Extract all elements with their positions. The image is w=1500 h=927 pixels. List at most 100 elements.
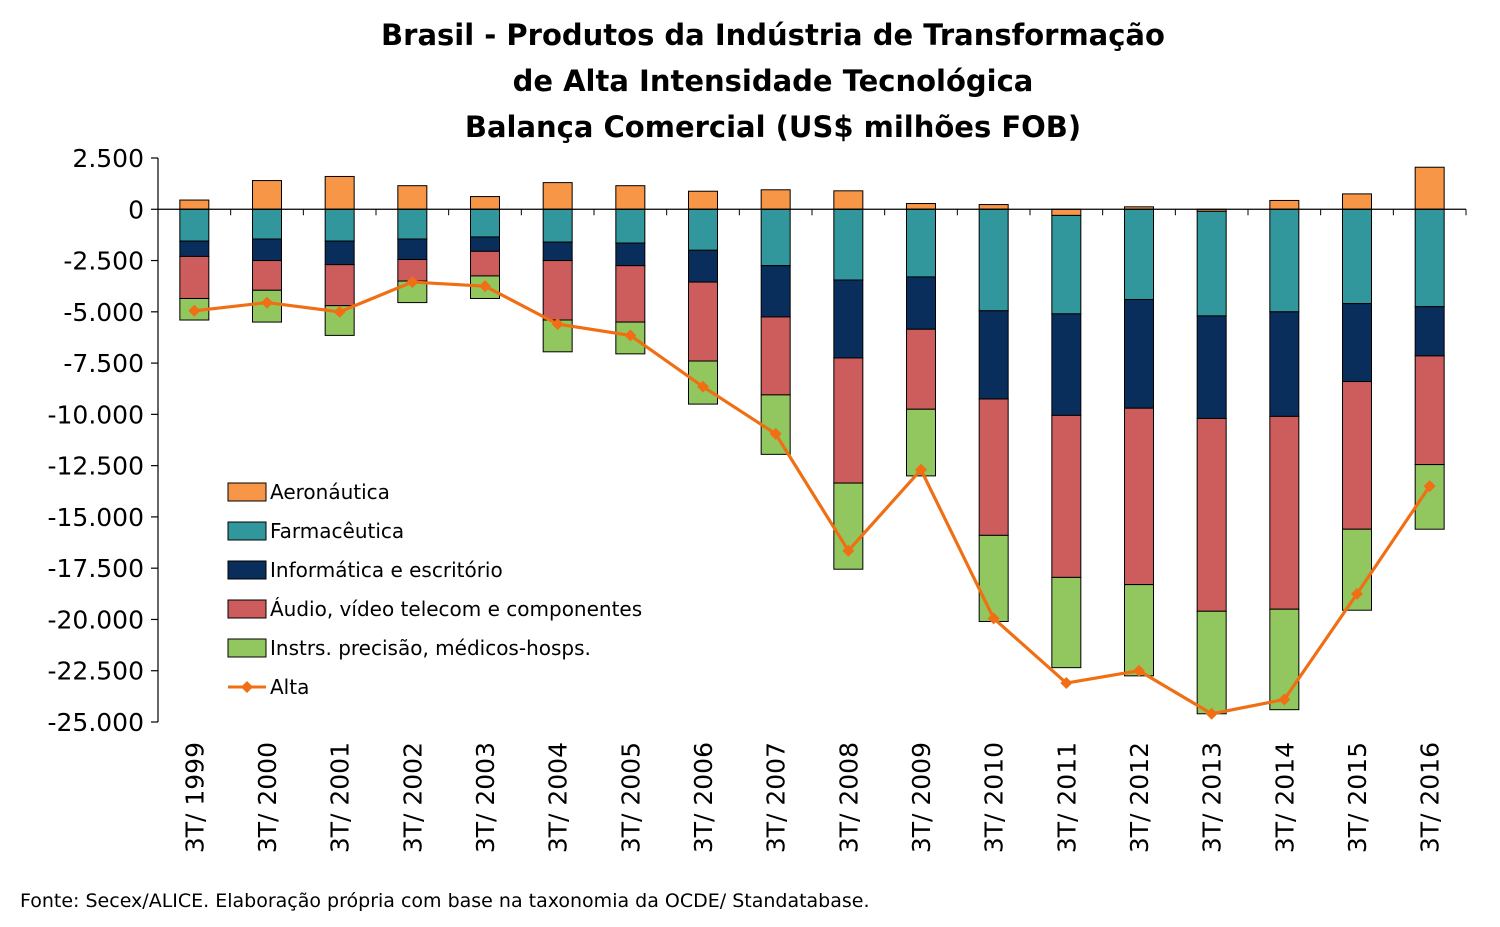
x-tick-label: 3T/ 2003 [471, 742, 500, 853]
bar-segment [688, 208, 718, 251]
line-point [624, 329, 637, 342]
bar-segment [1124, 299, 1154, 409]
bar-segment [470, 196, 500, 210]
bar-segment [615, 208, 646, 244]
bar-segment [1196, 210, 1227, 317]
bar-segment [688, 281, 718, 362]
bar-segment [179, 208, 210, 242]
bar-segment [1051, 576, 1082, 669]
line-point [479, 280, 491, 293]
bar-segment [470, 236, 500, 252]
bar-segment [397, 208, 428, 240]
bar-segment [1051, 414, 1082, 578]
legend-label: Áudio, vídeo telecom e componentes [270, 597, 642, 621]
bar-segment [760, 394, 791, 455]
bar-segment [906, 408, 936, 477]
line-point [1133, 664, 1145, 677]
bar-segment [1269, 199, 1300, 210]
bar-segment [1414, 464, 1445, 530]
bar-segment [1051, 313, 1082, 416]
x-tick-label: 3T/ 2015 [1343, 742, 1372, 853]
bar-segment [470, 250, 500, 277]
line-point [697, 380, 709, 393]
x-tick-label: 3T/ 2000 [253, 742, 282, 853]
bar-segment [542, 241, 573, 262]
bar-segment [978, 310, 1009, 400]
legend-swatch [227, 521, 267, 541]
y-tick-label: -15.000 [48, 503, 145, 532]
x-tick-label: 3T/ 2008 [834, 742, 863, 853]
bar-segment [324, 264, 355, 307]
y-tick-label: -22.500 [48, 657, 145, 686]
bar-segment [1269, 415, 1300, 610]
legend-swatch [227, 599, 267, 619]
legend-swatch [227, 560, 267, 580]
bar-segment [397, 238, 428, 261]
bar-segment [1342, 381, 1372, 530]
legend-swatch [227, 638, 267, 658]
bar-segment [252, 238, 282, 262]
bar-segment [470, 208, 500, 238]
x-tick-label: 3T/ 2013 [1198, 742, 1227, 853]
bar-segment [1342, 193, 1372, 210]
y-tick-label: -7.500 [63, 349, 144, 378]
bar-segment [978, 398, 1009, 536]
line-point [551, 318, 564, 331]
bar-segment [1414, 166, 1445, 210]
bar-segment [978, 534, 1009, 623]
bar-segment [542, 208, 573, 243]
legend-label: Aeronáutica [270, 480, 390, 504]
bar-segment [906, 203, 936, 210]
bar-segment [1124, 208, 1154, 301]
bar-segment [615, 265, 646, 323]
line-point [1278, 693, 1291, 706]
bar-segment [1051, 214, 1082, 315]
bar-segment [252, 180, 282, 210]
bar-segment [1124, 407, 1154, 586]
bar-segment [324, 240, 355, 266]
bar-segment [833, 208, 864, 281]
legend-label: Farmacêutica [270, 519, 404, 543]
bar-segment [1269, 208, 1300, 313]
bar-segment [615, 185, 646, 210]
legend-label: Informática e escritório [270, 558, 503, 582]
x-tick-label: 3T/ 2009 [907, 742, 936, 853]
chart-title-line-3: Balança Comercial (US$ milhões FOB) [464, 110, 1082, 144]
bar-segment [1414, 355, 1445, 466]
y-tick-label: -10.000 [48, 400, 145, 429]
x-tick-label: 3T/ 1999 [180, 742, 209, 853]
y-tick-label: -20.000 [48, 605, 145, 634]
bar-segment [978, 208, 1009, 312]
line-point [769, 427, 782, 440]
legend-marker [241, 681, 253, 693]
line-point [1423, 480, 1436, 493]
x-tick-label: 3T/ 2014 [1270, 742, 1299, 853]
chart-title: Brasil - Produtos da Indústria de Transf… [0, 12, 1500, 150]
x-tick-label: 3T/ 2002 [398, 742, 427, 853]
bar-segment [906, 208, 936, 278]
bar-segment [760, 208, 791, 267]
chart-title-line-2: de Alta Intensidade Tecnológica [512, 64, 1034, 98]
line-series-alta [194, 280, 1431, 716]
y-tick-label: 0 [128, 195, 144, 224]
x-tick-label: 3T/ 2001 [326, 742, 355, 853]
bar-segment [1342, 303, 1372, 383]
bar-segment [760, 189, 791, 210]
bar-segment [542, 182, 573, 210]
bar-segment [1196, 610, 1227, 715]
x-tick-label: 3T/ 2007 [762, 742, 791, 853]
bar-segment [906, 328, 936, 410]
bar-segment [1414, 306, 1445, 357]
bar-segment [179, 199, 210, 210]
x-tick-label: 3T/ 2010 [980, 742, 1009, 853]
bar-segment [542, 260, 573, 321]
bar-segment [906, 276, 936, 330]
x-tick-label: 3T/ 2004 [544, 742, 573, 853]
line-point [406, 276, 419, 289]
bar-segment [760, 265, 791, 318]
x-tick-label: 3T/ 2012 [1125, 742, 1154, 853]
line-point [261, 296, 273, 309]
bar-segment [833, 190, 864, 210]
y-tick-label: -12.500 [48, 452, 145, 481]
